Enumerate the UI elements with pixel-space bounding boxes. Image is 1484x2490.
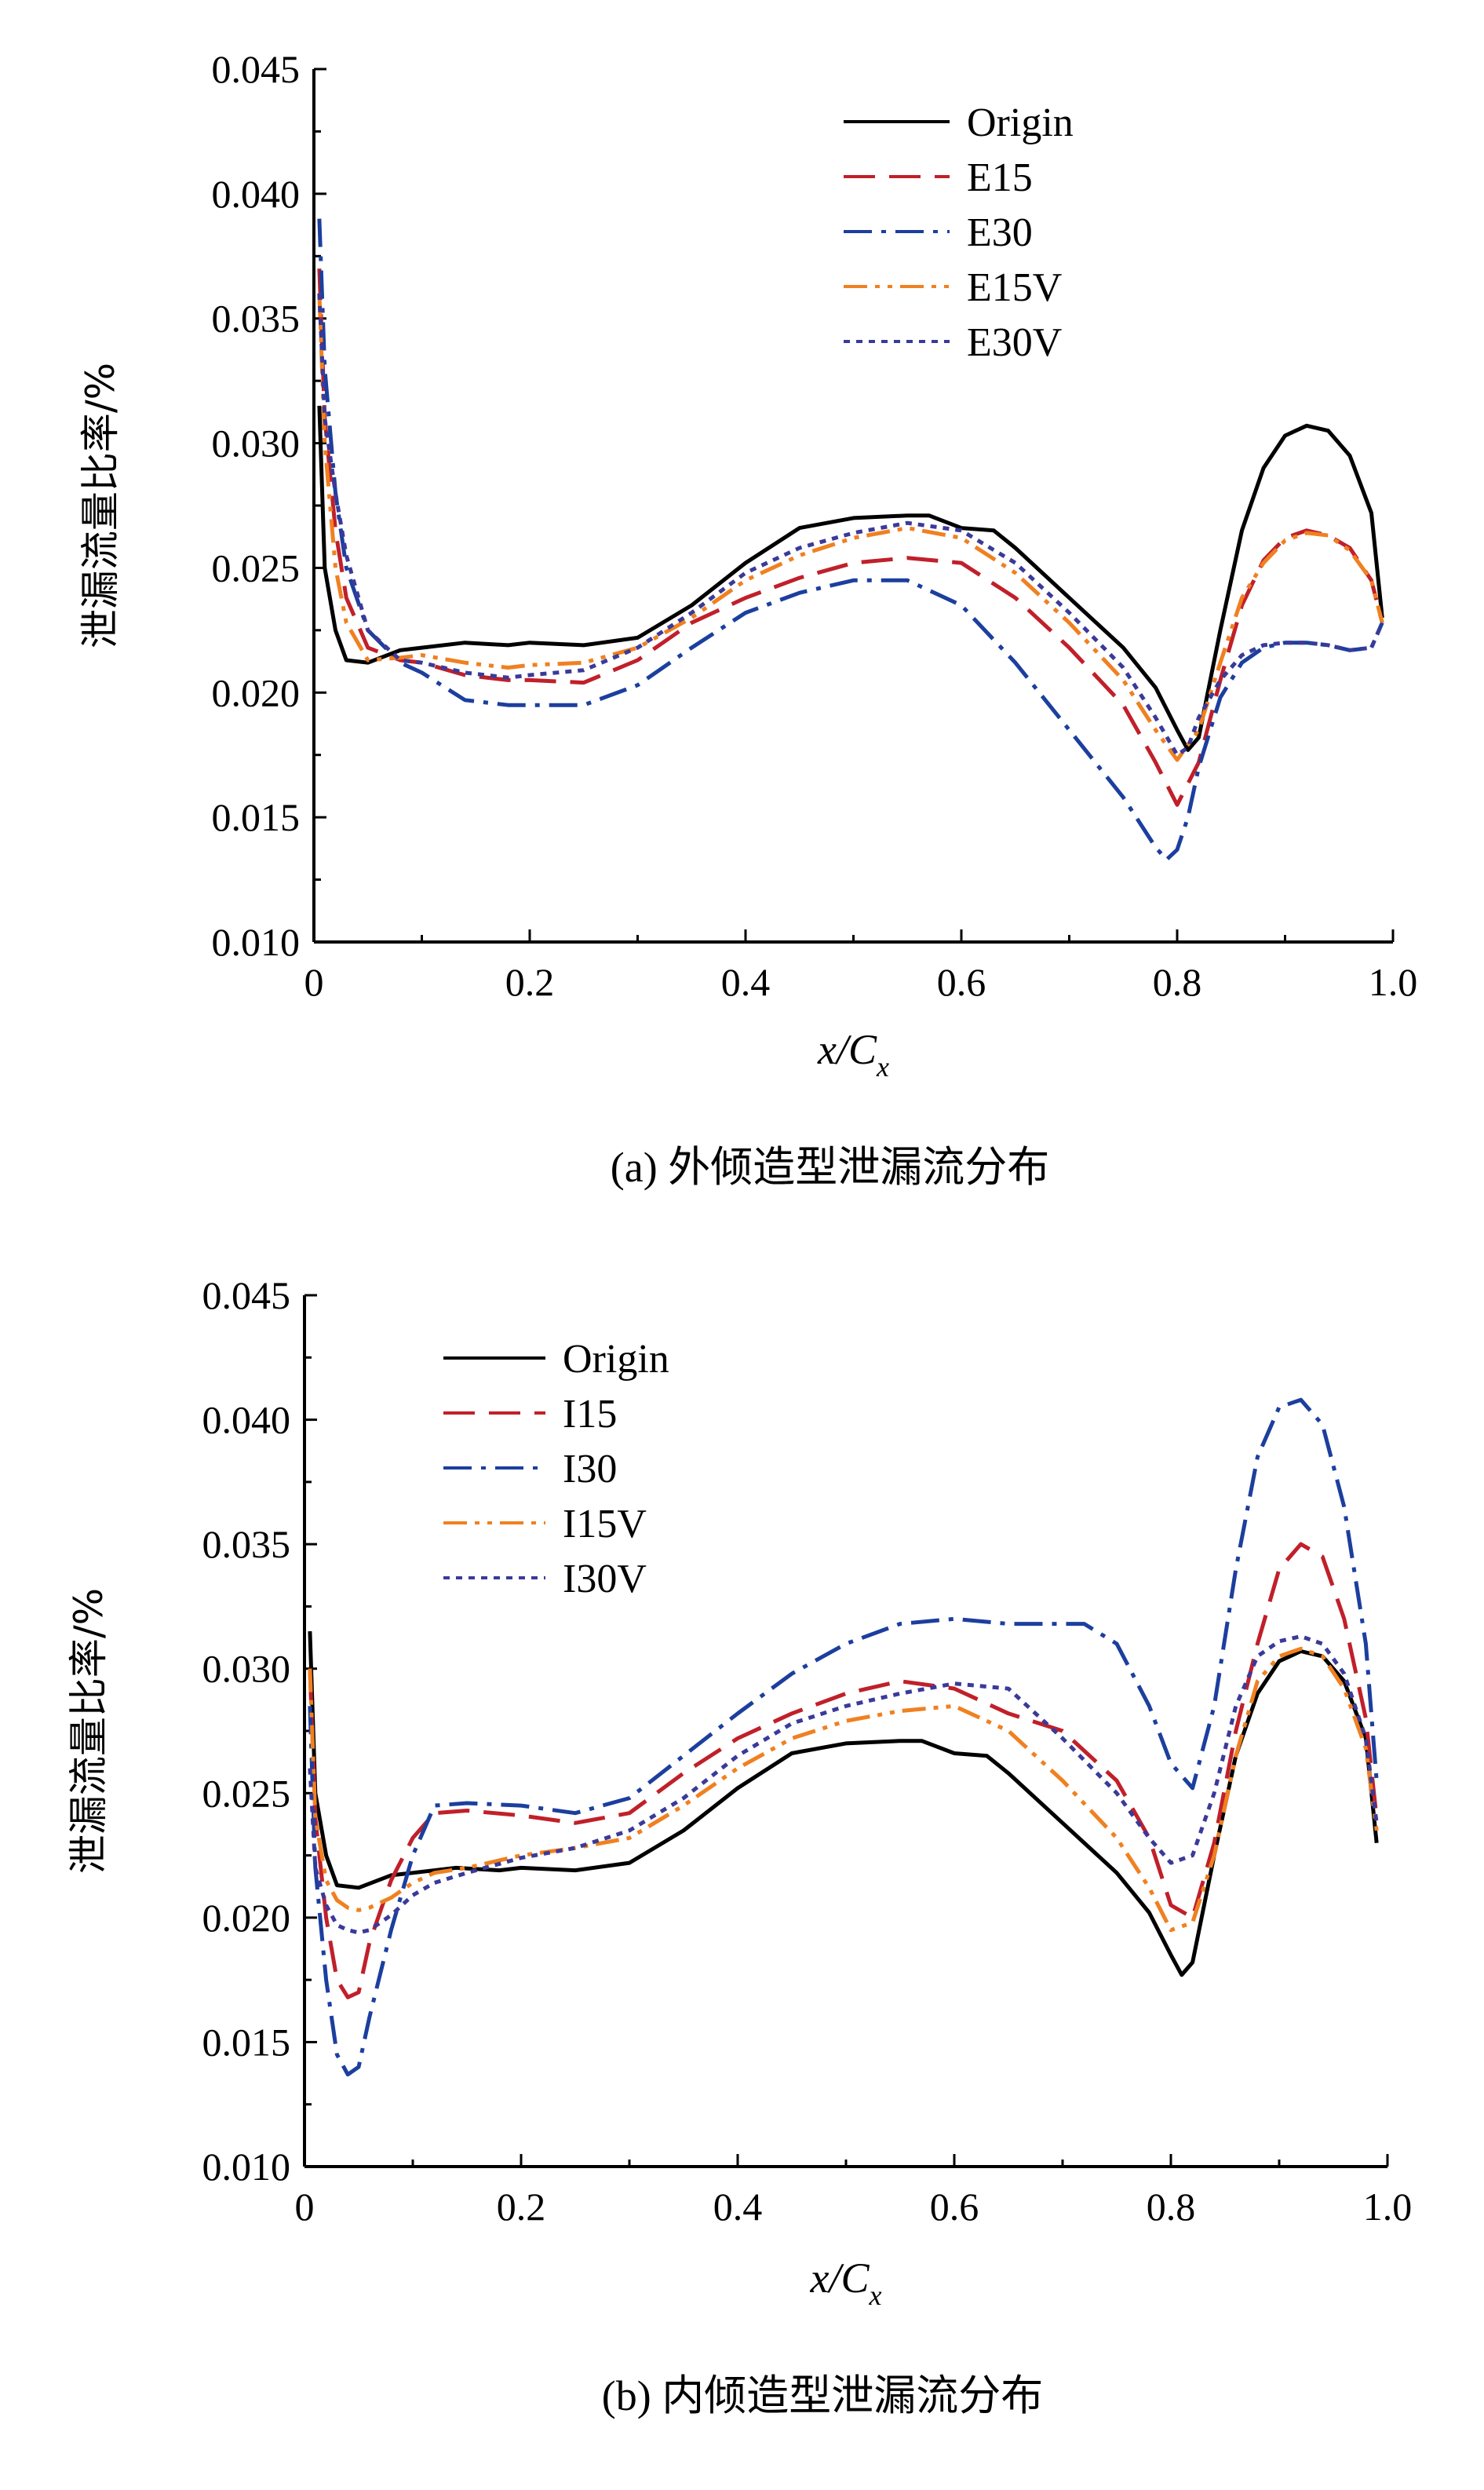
x-axis-title: x/Cx bbox=[817, 1026, 889, 1083]
series-line-i15 bbox=[308, 1542, 1379, 1999]
x-axis-title-main: x/C bbox=[817, 1026, 877, 1073]
series-line-i30 bbox=[308, 1397, 1379, 2077]
legend-label-origin: Origin bbox=[563, 1337, 669, 1382]
y-tick-label: 0.015 bbox=[212, 795, 301, 839]
series-line-e30v bbox=[317, 293, 1384, 758]
legend: Origin I15 I30 I15V I30V bbox=[443, 1337, 669, 1601]
y-tick-label: 0.030 bbox=[212, 422, 301, 466]
legend-label-i15: I15 bbox=[563, 1392, 617, 1437]
legend-label-e15v: E15V bbox=[967, 265, 1062, 310]
x-axis-title: x/Cx bbox=[810, 2255, 882, 2311]
x-tick-label: 0.8 bbox=[1147, 2185, 1196, 2229]
y-tick-label: 0.020 bbox=[202, 1896, 291, 1940]
y-tick-label: 0.030 bbox=[202, 1647, 291, 1691]
x-tick-label: 1.0 bbox=[1363, 2185, 1413, 2229]
x-axis-title-subscript: x bbox=[876, 1051, 889, 1083]
legend-label-e30v: E30V bbox=[967, 320, 1062, 365]
legend-label-e15: E15 bbox=[967, 155, 1033, 200]
series-line-i30v bbox=[308, 1634, 1379, 1935]
x-tick-label: 0.6 bbox=[937, 960, 986, 1004]
x-tick-label: 0.8 bbox=[1153, 960, 1202, 1004]
chart-panel-a: 0.010 0.015 0.020 0.025 0.030 0.035 0.040 0.045… bbox=[78, 47, 1417, 1191]
x-tick-label: 0.2 bbox=[505, 960, 555, 1004]
x-tick-label: 0.4 bbox=[721, 960, 771, 1004]
series-line-e15 bbox=[317, 268, 1384, 807]
legend-label-i30: I30 bbox=[563, 1447, 617, 1491]
series-line-origin bbox=[317, 405, 1384, 752]
legend-label-i15v: I15V bbox=[563, 1502, 647, 1546]
y-axis-title: 泄漏流量比率/% bbox=[78, 363, 123, 648]
series-line-e30 bbox=[317, 218, 1384, 862]
series-line-e15v bbox=[317, 293, 1384, 762]
y-tick-label: 0.040 bbox=[212, 172, 301, 216]
x-tick-label: 0 bbox=[295, 2185, 315, 2229]
x-axis-title-main: x/C bbox=[810, 2255, 870, 2302]
figure-caption: (a) 外倾造型泄漏流分布 bbox=[611, 1144, 1049, 1191]
x-tick-label: 0.6 bbox=[930, 2185, 979, 2229]
x-tick-label: 0 bbox=[304, 960, 324, 1004]
y-tick-label: 0.015 bbox=[202, 2020, 291, 2064]
x-axis-title-subscript: x bbox=[869, 2280, 882, 2311]
y-tick-label: 0.045 bbox=[212, 47, 301, 91]
y-tick-label: 0.045 bbox=[202, 1273, 291, 1317]
y-tick-label: 0.010 bbox=[202, 2145, 291, 2189]
figure-caption: (b) 内倾造型泄漏流分布 bbox=[602, 2372, 1043, 2419]
y-tick-label: 0.035 bbox=[202, 1522, 291, 1566]
legend-label-i30v: I30V bbox=[563, 1557, 647, 1601]
y-tick-label: 0.025 bbox=[212, 546, 301, 590]
x-tick-label: 1.0 bbox=[1369, 960, 1418, 1004]
x-tick-label: 0.2 bbox=[497, 2185, 546, 2229]
y-tick-label: 0.010 bbox=[212, 920, 301, 964]
y-tick-label: 0.020 bbox=[212, 670, 301, 714]
y-tick-label: 0.025 bbox=[202, 1771, 291, 1815]
y-tick-label: 0.040 bbox=[202, 1398, 291, 1442]
chart-panel-b: 0.010 0.015 0.020 0.025 0.030 0.035 0.040 0.045… bbox=[66, 1273, 1412, 2419]
y-axis-title: 泄漏流量比率/% bbox=[66, 1588, 111, 1874]
legend-label-e30: E30 bbox=[967, 210, 1033, 255]
series-line-i15v bbox=[308, 1646, 1379, 1933]
legend-label-origin: Origin bbox=[967, 100, 1074, 145]
legend: Origin E15 E30 E15V E30V bbox=[844, 100, 1074, 365]
y-tick-label: 0.035 bbox=[212, 297, 301, 341]
x-tick-label: 0.4 bbox=[713, 2185, 763, 2229]
